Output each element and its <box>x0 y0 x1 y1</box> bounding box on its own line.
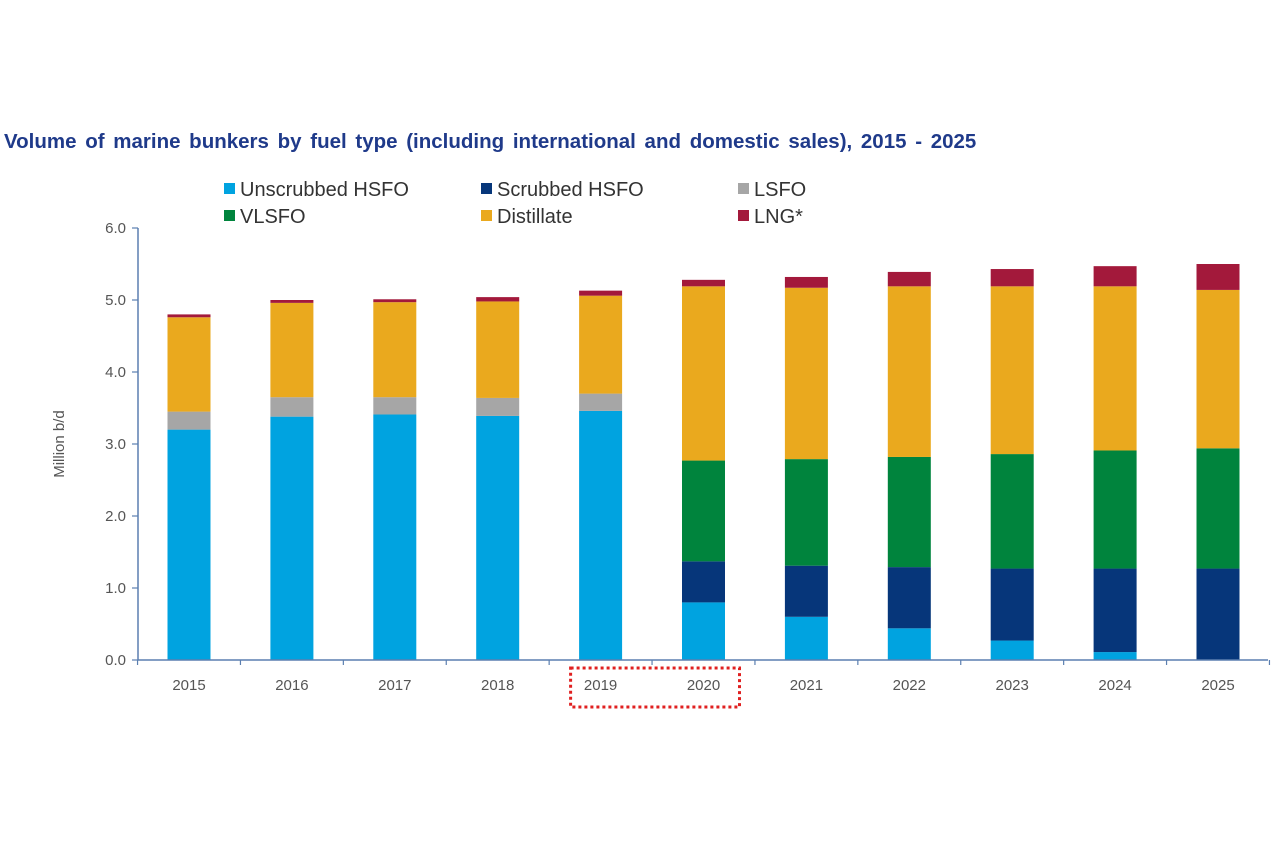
x-axis: 2015 2016 2017 2018 2019 2020 2021 2022 2023 2024… <box>136 659 1271 709</box>
bar-segment <box>682 286 725 461</box>
bar-segment <box>270 416 314 660</box>
legend-swatch <box>224 183 235 194</box>
legend: Unscrubbed HSFO Scrubbed HSFO LSFO VLSFO Dis… <box>224 179 806 228</box>
bar-segment <box>167 411 211 430</box>
chart-title: Volume of marine bunkers by fuel type (i… <box>4 130 977 153</box>
bar-segment <box>1196 568 1240 660</box>
highlight-box <box>569 666 741 709</box>
bar-segment <box>373 299 417 303</box>
bar-segment <box>167 429 211 660</box>
bar-segment <box>270 302 314 398</box>
legend-label: Scrubbed HSFO <box>497 179 644 201</box>
bar-segment <box>682 460 725 562</box>
legend-label: LNG* <box>754 206 803 228</box>
y-tick-label: 2.0 <box>105 508 126 525</box>
bar-segment <box>476 297 520 302</box>
bar-segment <box>476 301 520 398</box>
bar-segment <box>167 317 211 412</box>
bar-segment <box>1196 448 1240 569</box>
x-tick-label: 2018 <box>481 677 514 694</box>
y-tick-label: 1.0 <box>105 580 126 597</box>
legend-swatch <box>738 210 749 221</box>
bar-segment <box>579 290 623 296</box>
bar-segment <box>1196 264 1240 290</box>
bar-segment <box>682 279 725 287</box>
y-tick-label: 5.0 <box>105 292 126 309</box>
bar-segment <box>373 397 417 415</box>
legend-swatch <box>481 210 492 221</box>
x-tick-label: 2024 <box>1098 677 1131 694</box>
bars <box>167 264 1240 660</box>
bar-segment <box>990 269 1034 287</box>
bar-segment <box>990 568 1034 641</box>
bar-segment <box>990 640 1034 660</box>
legend-label: Distillate <box>497 206 573 228</box>
bar-segment <box>784 565 828 617</box>
bar-segment <box>1196 289 1240 449</box>
y-tick-label: 3.0 <box>105 436 126 453</box>
legend-swatch <box>224 210 235 221</box>
bar-segment <box>270 397 314 417</box>
x-tick-label: 2023 <box>996 677 1029 694</box>
legend-label: VLSFO <box>240 206 306 228</box>
bar-segment <box>373 414 417 660</box>
bar-segment <box>682 561 725 603</box>
bar-segment <box>270 300 314 303</box>
x-tick-label: 2017 <box>378 677 411 694</box>
bar-segment <box>682 602 725 660</box>
x-tick-label: 2022 <box>893 677 926 694</box>
bar-segment <box>887 286 931 457</box>
y-axis-label: Million b/d <box>51 410 68 478</box>
bar-segment <box>887 567 931 629</box>
bar-segment <box>1093 450 1137 569</box>
legend-label: LSFO <box>754 179 806 201</box>
bar-segment <box>1093 652 1137 660</box>
bar-segment <box>784 459 828 566</box>
bar-segment <box>887 456 931 568</box>
y-tick-label: 4.0 <box>105 364 126 381</box>
bar-segment <box>167 314 211 318</box>
x-tick-label: 2015 <box>172 677 205 694</box>
bar-segment <box>1093 266 1137 287</box>
bar-segment <box>476 415 520 660</box>
x-tick-label: 2021 <box>790 677 823 694</box>
bar-segment <box>990 454 1034 569</box>
y-axis: 0.0 1.0 2.0 3.0 4.0 5.0 6.0 <box>105 220 139 669</box>
x-tick-label: 2020 <box>687 677 720 694</box>
bar-segment <box>476 397 520 416</box>
bar-segment <box>784 616 828 660</box>
bar-segment <box>887 271 931 287</box>
bar-segment <box>990 286 1034 455</box>
bar-segment <box>784 287 828 460</box>
bar-segment <box>579 393 623 411</box>
legend-swatch <box>738 183 749 194</box>
bar-segment <box>373 302 417 398</box>
x-tick-label: 2025 <box>1201 677 1234 694</box>
bar-segment <box>784 276 828 288</box>
bar-segment <box>579 410 623 660</box>
x-tick-label: 2016 <box>275 677 308 694</box>
y-tick-label: 6.0 <box>105 220 126 237</box>
x-tick-label: 2019 <box>584 677 617 694</box>
bar-segment <box>579 295 623 394</box>
legend-swatch <box>481 183 492 194</box>
bar-segment <box>887 628 931 660</box>
legend-label: Unscrubbed HSFO <box>240 179 409 201</box>
bar-segment <box>1093 286 1137 451</box>
y-tick-label: 0.0 <box>105 652 126 669</box>
bar-segment <box>1093 568 1137 653</box>
